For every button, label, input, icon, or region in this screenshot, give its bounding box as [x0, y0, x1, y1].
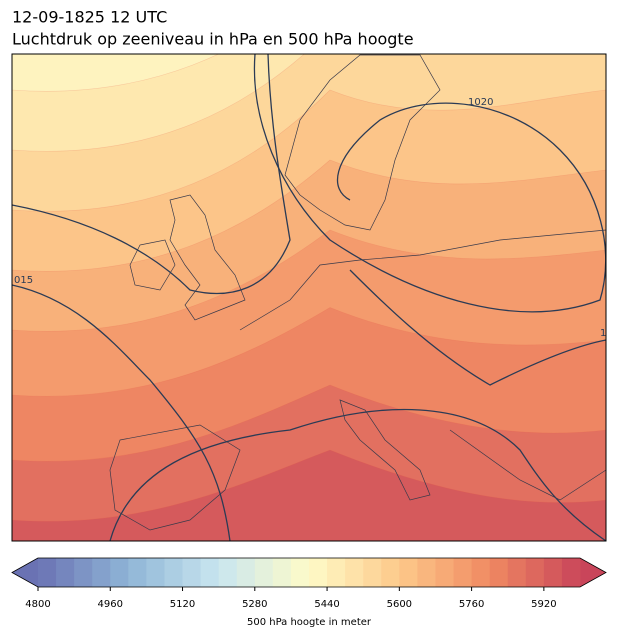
- subtitle: Luchtdruk op zeeniveau in hPa en 500 hPa…: [12, 30, 414, 49]
- isobar: [349, 269, 606, 386]
- colorbar-tick-label: 4960: [98, 599, 123, 610]
- coast-scandinavia: [284, 54, 441, 231]
- colorbar-segment: [182, 558, 202, 587]
- coast-uk: [169, 194, 246, 321]
- title: 12-09-1825 12 UTC: [12, 8, 167, 27]
- colorbar-segment: [435, 558, 455, 587]
- colorbar-segment: [218, 558, 238, 587]
- map: 1020 015 1: [12, 54, 606, 541]
- colorbar-segment: [290, 558, 310, 587]
- colorbar-tick-label: 5920: [531, 599, 556, 610]
- isobar-label: 015: [14, 275, 33, 286]
- isobar-label: 1020: [468, 97, 493, 108]
- colorbar-segment: [327, 558, 346, 587]
- colorbar-segment: [200, 558, 220, 587]
- coast-balkans: [449, 429, 606, 501]
- colorbar-segment: [543, 558, 563, 587]
- colorbar-segment: [561, 558, 581, 587]
- isobar: [12, 284, 231, 541]
- colorbar-segment: [381, 558, 400, 587]
- coast-ireland: [129, 239, 176, 291]
- colorbar-segment: [345, 558, 364, 587]
- map-frame: [11, 53, 607, 542]
- isobar: [109, 408, 606, 541]
- height-band: [12, 449, 606, 541]
- height-bands: [12, 54, 606, 541]
- colorbar-segment: [399, 558, 418, 587]
- colorbar-tick-label: 5440: [314, 599, 339, 610]
- colorbar: 4800 4960 5120 5280 5440 5600 5760 5920: [11, 557, 607, 610]
- colorbar-segment: [92, 558, 111, 587]
- colorbar-segment: [453, 558, 473, 587]
- colorbar-segment: [525, 558, 545, 587]
- colorbar-segment: [254, 558, 274, 587]
- colorbar-segment: [309, 558, 328, 587]
- colorbar-segment: [128, 558, 147, 587]
- colorbar-segment: [471, 558, 491, 587]
- colorbar-label: 500 hPa hoogte in meter: [247, 617, 372, 628]
- coast-continent: [239, 229, 606, 331]
- colorbar-segment: [236, 558, 256, 587]
- coast-iberia: [109, 424, 241, 531]
- colorbar-segment: [74, 558, 93, 587]
- colorbar-segment: [146, 558, 165, 587]
- colorbar-extend-high: [580, 558, 606, 587]
- colorbar-segment: [56, 558, 75, 587]
- colorbar-tick-label: 5280: [242, 599, 267, 610]
- colorbar-outline: [11, 557, 607, 588]
- coast-italy: [339, 399, 431, 501]
- coastlines: [109, 54, 606, 531]
- colorbar-segment: [507, 558, 527, 587]
- colorbar-segment: [164, 558, 184, 587]
- colorbar-segment: [417, 558, 436, 587]
- colorbar-tick-label: 4800: [25, 599, 50, 610]
- isobar: [12, 54, 291, 295]
- colorbar-segment: [489, 558, 509, 587]
- colorbar-segment: [38, 558, 57, 587]
- colorbar-tick-label: 5600: [387, 599, 412, 610]
- colorbar-segment: [272, 558, 292, 587]
- colorbar-segment: [110, 558, 129, 587]
- isobar-label: 1: [600, 328, 606, 339]
- colorbar-tick-label: 5760: [459, 599, 484, 610]
- colorbar-extend-low: [12, 558, 38, 587]
- colorbar-tick-label: 5120: [170, 599, 195, 610]
- colorbar-segment: [363, 558, 382, 587]
